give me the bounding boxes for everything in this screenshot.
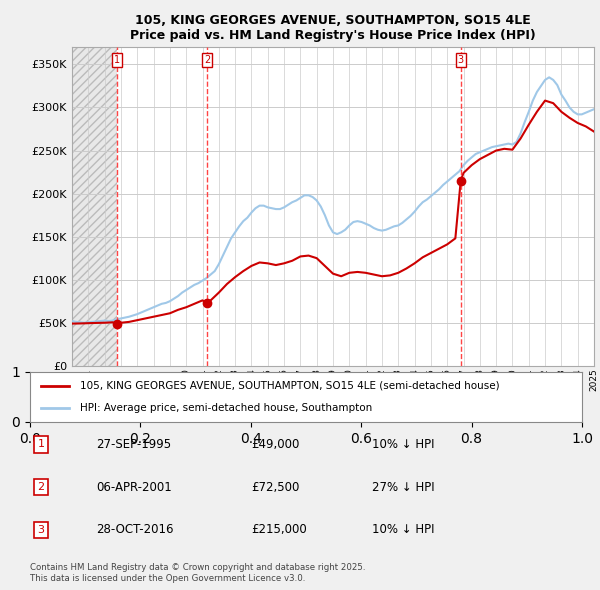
Text: 1: 1 [38,440,44,449]
Text: 2: 2 [204,55,210,65]
Text: Contains HM Land Registry data © Crown copyright and database right 2025.
This d: Contains HM Land Registry data © Crown c… [30,563,365,582]
Text: 1: 1 [114,55,120,65]
Text: 10% ↓ HPI: 10% ↓ HPI [372,523,435,536]
Text: 27% ↓ HPI: 27% ↓ HPI [372,481,435,494]
Text: £72,500: £72,500 [251,481,299,494]
Text: 105, KING GEORGES AVENUE, SOUTHAMPTON, SO15 4LE (semi-detached house): 105, KING GEORGES AVENUE, SOUTHAMPTON, S… [80,381,499,391]
Bar [72,47,117,366]
Text: 27-SEP-1995: 27-SEP-1995 [96,438,172,451]
Text: £49,000: £49,000 [251,438,299,451]
Text: 2: 2 [37,482,44,492]
Text: 3: 3 [458,55,464,65]
Text: 28-OCT-2016: 28-OCT-2016 [96,523,174,536]
Text: £215,000: £215,000 [251,523,307,536]
Text: 06-APR-2001: 06-APR-2001 [96,481,172,494]
Text: HPI: Average price, semi-detached house, Southampton: HPI: Average price, semi-detached house,… [80,403,372,413]
Text: 10% ↓ HPI: 10% ↓ HPI [372,438,435,451]
Text: 3: 3 [38,525,44,535]
Title: 105, KING GEORGES AVENUE, SOUTHAMPTON, SO15 4LE
Price paid vs. HM Land Registry': 105, KING GEORGES AVENUE, SOUTHAMPTON, S… [130,14,536,42]
